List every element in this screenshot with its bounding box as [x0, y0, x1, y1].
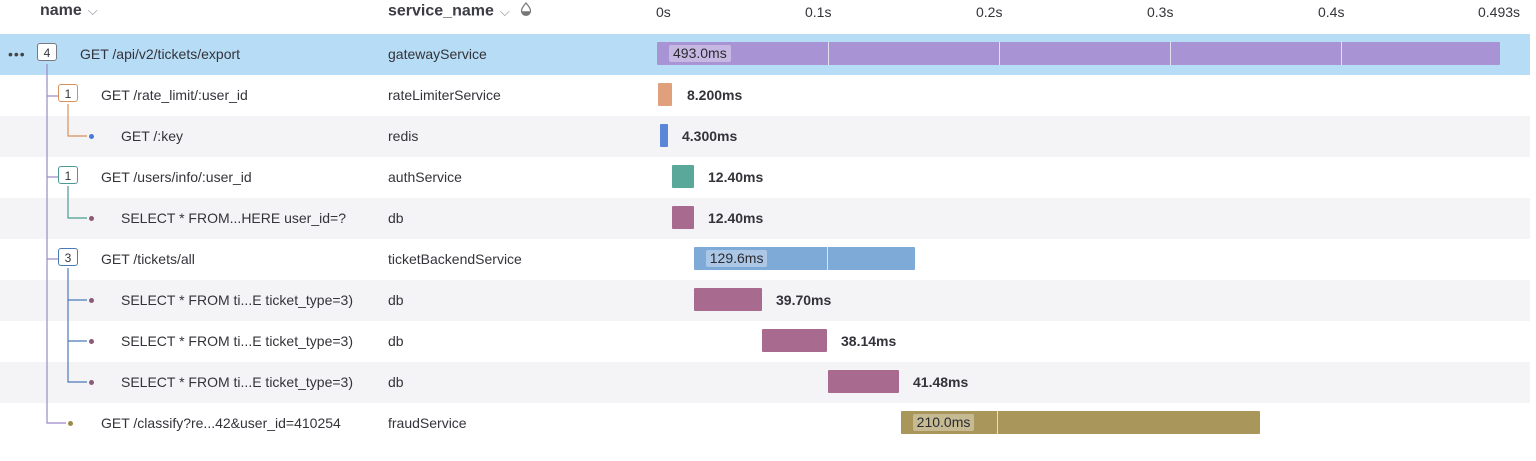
- service-name: rateLimiterService: [388, 87, 501, 103]
- leaf-dot-icon: [68, 421, 73, 426]
- service-name: db: [388, 374, 404, 390]
- name-column-header[interactable]: name ⌵: [40, 2, 98, 19]
- grid-line: [826, 247, 828, 270]
- leaf-dot-icon: [89, 134, 94, 139]
- span-name: GET /rate_limit/:user_id: [101, 87, 248, 103]
- duration-label: 12.40ms: [708, 169, 764, 185]
- service-name: db: [388, 210, 404, 226]
- trace-row[interactable]: SELECT * FROM ti...E ticket_type=3) db 3…: [0, 321, 1530, 362]
- span-bar[interactable]: [672, 206, 694, 229]
- span-name: SELECT * FROM ti...E ticket_type=3): [121, 374, 353, 390]
- more-icon[interactable]: •••: [8, 46, 26, 62]
- time-tick: 0.493s: [1478, 4, 1521, 20]
- child-count-badge[interactable]: 1: [58, 84, 78, 102]
- trace-row[interactable]: 1 GET /rate_limit/:user_id rateLimiterSe…: [0, 75, 1530, 116]
- grid-line: [828, 42, 829, 65]
- leaf-dot-icon: [89, 298, 94, 303]
- service-name: db: [388, 292, 404, 308]
- duration-label: 493.0ms: [669, 45, 731, 62]
- trace-row[interactable]: GET /classify?re...42&user_id=410254 fra…: [0, 403, 1530, 444]
- time-tick: 0s: [656, 4, 671, 20]
- span-bar[interactable]: 210.0ms: [900, 411, 1260, 434]
- service-name: ticketBackendService: [388, 251, 522, 267]
- service-name: gatewayService: [388, 46, 487, 62]
- trace-row[interactable]: SELECT * FROM ti...E ticket_type=3) db 3…: [0, 280, 1530, 321]
- child-count-badge[interactable]: 3: [58, 248, 78, 266]
- service-name: db: [388, 333, 404, 349]
- grid-line: [999, 42, 1000, 65]
- child-count-badge[interactable]: 4: [37, 43, 57, 61]
- span-name: GET /tickets/all: [101, 251, 195, 267]
- service-name: authService: [388, 169, 462, 185]
- trace-row[interactable]: GET /:key redis 4.300ms: [0, 116, 1530, 157]
- span-bar[interactable]: [693, 288, 762, 311]
- duration-label: 8.200ms: [687, 87, 743, 103]
- time-tick: 0.4s: [1318, 4, 1345, 20]
- leaf-dot-icon: [89, 216, 94, 221]
- leaf-dot-icon: [89, 339, 94, 344]
- span-bar[interactable]: [828, 370, 899, 393]
- span-bar[interactable]: 493.0ms: [657, 42, 1501, 65]
- leaf-dot-icon: [89, 380, 94, 385]
- duration-label: 4.300ms: [682, 128, 738, 144]
- duration-label: 129.6ms: [705, 250, 768, 267]
- trace-row[interactable]: 1 GET /users/info/:user_id authService 1…: [0, 157, 1530, 198]
- service-name-column-header[interactable]: service_name ⌵: [388, 2, 532, 21]
- time-tick: 0.1s: [805, 4, 832, 20]
- span-name: SELECT * FROM ti...E ticket_type=3): [121, 292, 353, 308]
- span-name: GET /:key: [121, 128, 183, 144]
- service-name: redis: [388, 128, 419, 144]
- filter-icon[interactable]: [520, 2, 532, 21]
- time-tick: 0.2s: [976, 4, 1003, 20]
- table-header: name ⌵ service_name ⌵ 0s 0.1s 0.2s 0.3s 0.…: [0, 0, 1536, 34]
- duration-label: 38.14ms: [841, 333, 897, 349]
- span-bar[interactable]: [672, 165, 694, 188]
- time-tick: 0.3s: [1147, 4, 1174, 20]
- span-name: GET /classify?re...42&user_id=410254: [101, 415, 341, 431]
- chevron-down-icon[interactable]: ⌵: [87, 3, 98, 18]
- grid-line: [1341, 42, 1342, 65]
- grid-line: [1170, 42, 1171, 65]
- trace-row[interactable]: SELECT * FROM...HERE user_id=? db 12.40m…: [0, 198, 1530, 239]
- duration-label: 12.40ms: [708, 210, 764, 226]
- duration-label: 210.0ms: [912, 414, 975, 431]
- child-count-badge[interactable]: 1: [58, 166, 78, 184]
- service-name: fraudService: [388, 415, 467, 431]
- span-bar[interactable]: [762, 329, 828, 352]
- duration-label: 39.70ms: [776, 292, 832, 308]
- span-name: SELECT * FROM ti...E ticket_type=3): [121, 333, 353, 349]
- span-bar[interactable]: [660, 124, 669, 147]
- span-bar[interactable]: [657, 83, 672, 106]
- trace-row[interactable]: SELECT * FROM ti...E ticket_type=3) db 4…: [0, 362, 1530, 403]
- span-name: GET /users/info/:user_id: [101, 169, 252, 185]
- trace-row[interactable]: 3 GET /tickets/all ticketBackendService …: [0, 239, 1530, 280]
- chevron-down-icon[interactable]: ⌵: [499, 3, 510, 19]
- grid-line: [996, 411, 998, 434]
- trace-row[interactable]: ••• 4 GET /api/v2/tickets/export gateway…: [0, 34, 1530, 75]
- span-bar[interactable]: 129.6ms: [693, 247, 916, 270]
- duration-label: 41.48ms: [913, 374, 969, 390]
- span-name: SELECT * FROM...HERE user_id=?: [121, 210, 346, 226]
- span-name: GET /api/v2/tickets/export: [80, 46, 241, 62]
